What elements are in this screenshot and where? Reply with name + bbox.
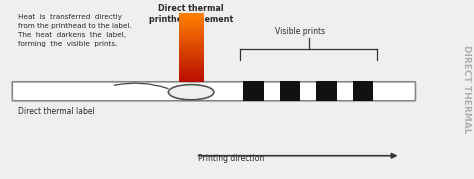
- Bar: [179, 22, 204, 24]
- Bar: [179, 36, 204, 37]
- Bar: [179, 50, 204, 51]
- Bar: [179, 61, 204, 63]
- Bar: [179, 51, 204, 52]
- Bar: [179, 58, 204, 59]
- Bar: [179, 31, 204, 33]
- Text: Direct thermal
printhead element: Direct thermal printhead element: [149, 4, 233, 24]
- Bar: [179, 69, 204, 71]
- Ellipse shape: [168, 85, 214, 100]
- Text: DIRECT THERMAL: DIRECT THERMAL: [463, 45, 471, 134]
- Bar: [179, 34, 204, 35]
- Bar: [179, 38, 204, 40]
- Bar: [179, 13, 204, 14]
- Bar: [179, 80, 204, 81]
- Bar: [179, 71, 204, 72]
- Bar: [179, 37, 204, 38]
- Bar: [179, 27, 204, 28]
- Bar: [179, 47, 204, 49]
- Bar: [179, 75, 204, 77]
- Text: Printing direction: Printing direction: [198, 154, 264, 163]
- Bar: [179, 72, 204, 73]
- Bar: [179, 20, 204, 21]
- Bar: [179, 19, 204, 20]
- Bar: [179, 24, 204, 26]
- Bar: [179, 40, 204, 42]
- Bar: [179, 35, 204, 36]
- Bar: [179, 23, 204, 25]
- Bar: [179, 59, 204, 61]
- Bar: [316, 81, 337, 101]
- Bar: [179, 73, 204, 74]
- Bar: [179, 16, 204, 18]
- Bar: [179, 79, 204, 80]
- Bar: [179, 42, 204, 43]
- Text: Heat  is  transferred  directly
from the printhead to the label.
The  heat  dark: Heat is transferred directly from the pr…: [18, 14, 132, 47]
- Bar: [179, 29, 204, 30]
- Bar: [179, 57, 204, 58]
- FancyBboxPatch shape: [12, 82, 415, 101]
- Bar: [179, 54, 204, 56]
- Bar: [179, 66, 204, 67]
- Bar: [179, 77, 204, 79]
- Bar: [179, 30, 204, 32]
- Bar: [179, 68, 204, 70]
- Bar: [179, 65, 204, 66]
- Bar: [179, 53, 204, 55]
- Bar: [179, 32, 204, 34]
- Bar: [179, 39, 204, 41]
- Bar: [179, 74, 204, 75]
- Text: Direct thermal label: Direct thermal label: [18, 107, 95, 116]
- Bar: [179, 15, 204, 17]
- Bar: [179, 76, 204, 78]
- Bar: [179, 44, 204, 45]
- Bar: [179, 81, 204, 82]
- Bar: [179, 64, 204, 65]
- Bar: [179, 28, 204, 29]
- Bar: [353, 81, 373, 101]
- Bar: [179, 49, 204, 50]
- Bar: [179, 14, 204, 15]
- Bar: [179, 60, 204, 62]
- Bar: [179, 62, 204, 64]
- Bar: [179, 17, 204, 19]
- Bar: [179, 43, 204, 44]
- Text: Visible prints: Visible prints: [275, 27, 325, 36]
- Bar: [280, 81, 301, 101]
- Bar: [244, 81, 264, 101]
- Bar: [179, 46, 204, 48]
- Bar: [179, 21, 204, 22]
- Bar: [179, 45, 204, 47]
- Bar: [179, 26, 204, 27]
- Bar: [179, 52, 204, 54]
- Bar: [179, 55, 204, 57]
- Bar: [179, 67, 204, 69]
